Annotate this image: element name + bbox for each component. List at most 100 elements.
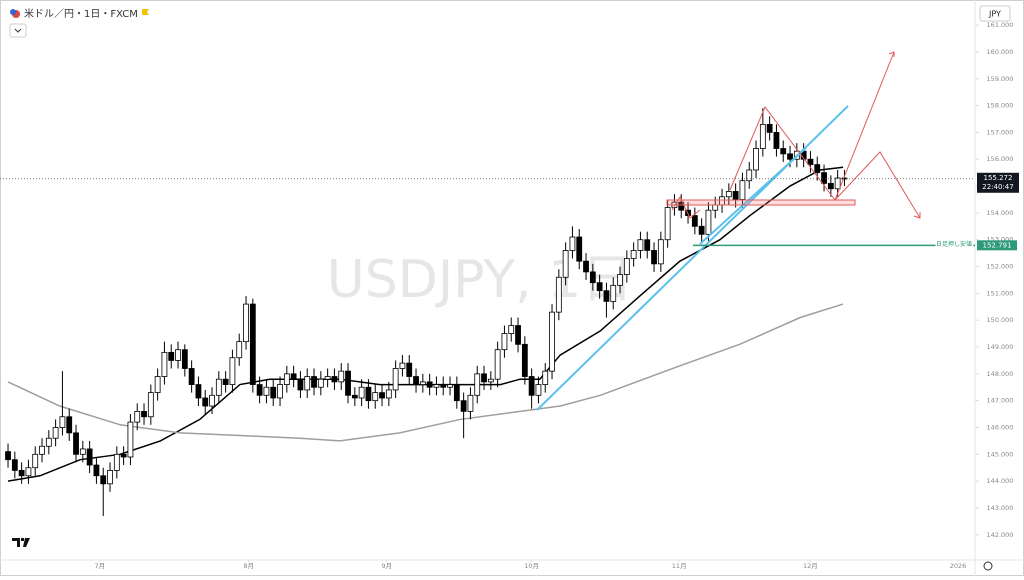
candle-body [542,370,549,385]
y-tick-label: 146.000 [987,423,1014,431]
candle-body [107,470,113,485]
candle-body [555,276,562,313]
candle-body [168,351,175,361]
candle-body [535,384,542,396]
flag-icon[interactable] [142,9,149,15]
candle-body [270,386,277,399]
candle-body [379,392,385,399]
candle-body [413,376,419,385]
candle-body [365,386,372,402]
candle-body [440,384,447,388]
candle-body [229,357,236,385]
candle-body [814,164,821,174]
candle-body [358,386,365,399]
settings-icon[interactable] [983,561,993,571]
candle-body [45,437,52,447]
candle-body [113,453,120,471]
candle-body [644,239,651,251]
candle-body [528,376,535,396]
candle-body [691,215,698,227]
candle-body [243,303,249,343]
candle-body [385,389,392,399]
candle-body [603,290,610,302]
candle-body [317,378,324,388]
x-tick-label: 12月 [803,562,818,570]
candle-body [59,416,66,428]
countdown: 22:40:47 [982,183,1013,191]
candle-body [406,362,413,377]
candle-body [134,410,141,423]
candle-body [773,132,780,149]
candle-body [25,467,32,477]
y-tick-label: 156.000 [987,155,1014,163]
candle-body [304,376,311,391]
candle-body [474,373,481,396]
candle-body [147,392,154,418]
candle-body [589,271,596,284]
candle-body [175,349,181,361]
candle-body [331,376,338,383]
candle-body [11,459,18,471]
currency-button[interactable] [979,5,1011,22]
y-tick-label: 161.000 [987,21,1014,29]
candle-body [746,169,753,182]
candle-body [324,376,331,380]
collapse-button[interactable] [9,23,27,38]
candle-body [73,432,79,455]
candle-body [739,180,746,200]
candle-body [705,209,712,235]
moving-average [7,303,844,442]
candle-body [39,445,45,455]
y-tick-label: 158.000 [987,102,1014,110]
y-tick-label: 149.000 [987,343,1014,351]
candle-body [249,303,256,385]
candle-body [651,250,657,265]
y-tick-label: 159.000 [987,75,1014,83]
y-tick-label: 144.000 [987,477,1014,485]
y-tick-label: 142.000 [987,531,1014,539]
y-tick-label: 151.000 [987,289,1014,297]
candle-body [732,191,739,200]
candle-body [453,384,460,402]
collapse-icon [14,28,22,33]
candle-body [426,381,433,388]
candle-body [256,384,263,396]
candle-body [419,381,426,385]
symbol-icon [10,9,16,15]
candle-body [392,368,399,391]
candle-body [154,376,161,394]
moving-average [7,166,844,482]
candle-body [86,448,93,466]
candle-body [433,384,440,388]
tradingview-logo [12,538,30,547]
candle-body [596,282,603,292]
candle-body [753,148,759,171]
candle-body [290,373,297,380]
candle-body [127,421,134,458]
candle-body [678,201,685,211]
candle-body [215,378,222,396]
candle-body [494,349,501,380]
candle-body [617,274,623,286]
candle-body [188,368,195,385]
candle-body [508,325,515,335]
x-tick-label: 9月 [381,562,392,570]
y-tick-label: 150.000 [987,316,1014,324]
candle-body [236,341,243,359]
drawings [536,51,921,411]
candle-body [834,177,841,190]
y-tick-label: 143.000 [987,504,1014,512]
candle-body [460,400,467,412]
candle-body [79,448,86,455]
candle-body [447,384,453,388]
candle-body [549,311,555,372]
y-tick-label: 147.000 [987,397,1014,405]
candle-body [576,236,583,262]
last-price-tag [977,172,1019,193]
x-tick-label: 2026 [950,562,967,570]
y-tick-label: 153.000 [987,236,1014,244]
candle-body [195,384,202,399]
candle-body [481,373,487,383]
candle-body [827,182,834,190]
candle-body [222,378,229,385]
